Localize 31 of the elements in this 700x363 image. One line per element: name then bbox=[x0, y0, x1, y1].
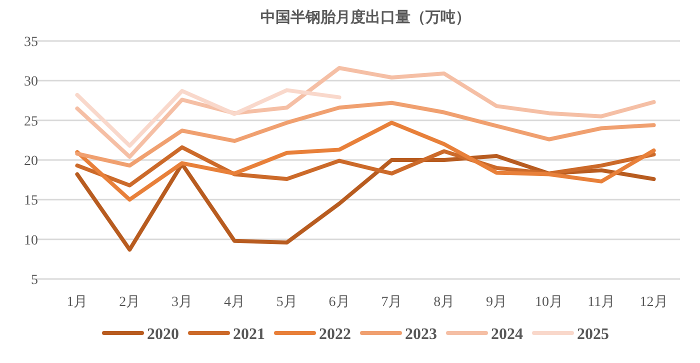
legend-label: 2025 bbox=[577, 326, 609, 343]
line-series bbox=[75, 88, 342, 148]
y-tick-label: 20 bbox=[24, 154, 38, 169]
line-series bbox=[75, 154, 656, 252]
x-tick-label: 5月 bbox=[276, 295, 298, 310]
line-series bbox=[75, 66, 656, 159]
legend-label: 2024 bbox=[491, 326, 523, 343]
legend-label: 2023 bbox=[405, 326, 437, 343]
y-tick-label: 5 bbox=[31, 273, 38, 288]
y-tick-label: 35 bbox=[24, 35, 38, 50]
x-tick-label: 2月 bbox=[119, 295, 140, 310]
y-tick-label: 25 bbox=[24, 114, 38, 130]
x-tick-label: 10月 bbox=[534, 295, 563, 310]
y-tick-label: 10 bbox=[24, 233, 38, 248]
legend-label: 2021 bbox=[233, 326, 265, 343]
x-tick-label: 11月 bbox=[588, 295, 616, 310]
x-tick-label: 1月 bbox=[66, 295, 88, 310]
x-tick-label: 4月 bbox=[224, 295, 245, 310]
chart-title: 中国半钢胎月度出口量（万吨） bbox=[260, 8, 470, 26]
y-tick-label: 15 bbox=[24, 194, 38, 209]
line-series bbox=[75, 100, 656, 168]
legend-label: 2022 bbox=[319, 326, 351, 343]
line-series bbox=[75, 120, 656, 202]
x-tick-label: 8月 bbox=[434, 295, 455, 310]
x-tick-label: 3月 bbox=[172, 295, 193, 310]
x-tick-label: 7月 bbox=[381, 295, 402, 310]
x-tick-label: 6月 bbox=[328, 295, 350, 310]
x-tick-label: 9月 bbox=[486, 295, 508, 310]
x-tick-label: 12月 bbox=[640, 295, 668, 310]
y-tick-label: 30 bbox=[24, 74, 38, 90]
legend-label: 2020 bbox=[147, 326, 179, 343]
